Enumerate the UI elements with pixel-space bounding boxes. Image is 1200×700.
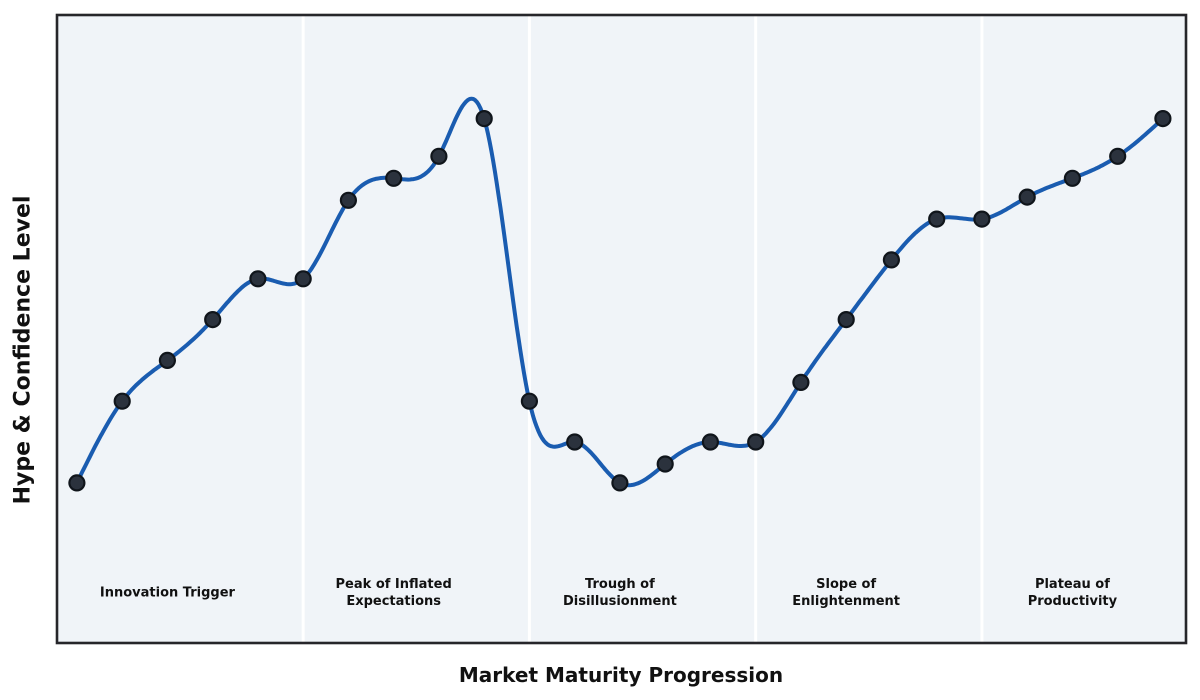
data-point-0 bbox=[68, 474, 86, 492]
data-point-20 bbox=[973, 210, 991, 228]
data-point-10 bbox=[520, 392, 539, 410]
data-point-1 bbox=[113, 392, 131, 410]
data-point-23 bbox=[1109, 147, 1127, 165]
data-point-3 bbox=[204, 311, 222, 329]
data-point-2 bbox=[158, 351, 176, 369]
data-point-16 bbox=[792, 373, 810, 391]
data-point-6 bbox=[339, 191, 357, 209]
data-point-15 bbox=[747, 433, 765, 451]
data-point-19 bbox=[928, 210, 946, 228]
phase-label-3: Trough of Disillusionment bbox=[562, 577, 677, 609]
data-point-24 bbox=[1154, 109, 1172, 128]
y-axis-label: Hype & Confidence Level bbox=[10, 195, 36, 505]
data-point-4 bbox=[249, 270, 267, 288]
data-point-8 bbox=[430, 147, 448, 165]
x-axis-label: Market Maturity Progression bbox=[458, 663, 784, 687]
phase-label-1: Innovation Trigger bbox=[99, 585, 235, 601]
data-point-14 bbox=[701, 433, 720, 451]
data-point-18 bbox=[882, 251, 901, 269]
data-point-22 bbox=[1063, 169, 1082, 187]
plot-border bbox=[55, 13, 1188, 645]
data-point-17 bbox=[837, 311, 855, 329]
data-point-7 bbox=[385, 169, 403, 187]
data-point-21 bbox=[1018, 188, 1036, 206]
data-point-11 bbox=[566, 433, 584, 451]
data-point-5 bbox=[294, 270, 312, 288]
data-point-9 bbox=[475, 109, 493, 128]
data-point-12 bbox=[611, 474, 629, 492]
phase-label-5: Plateau of Productivity bbox=[1027, 577, 1118, 609]
plot-background bbox=[57, 15, 1186, 643]
phase-label-4: Slope of Enlightenment bbox=[792, 577, 901, 609]
data-point-13 bbox=[656, 455, 674, 473]
phase-label-2: Peak of Inflated Expectations bbox=[335, 577, 452, 609]
